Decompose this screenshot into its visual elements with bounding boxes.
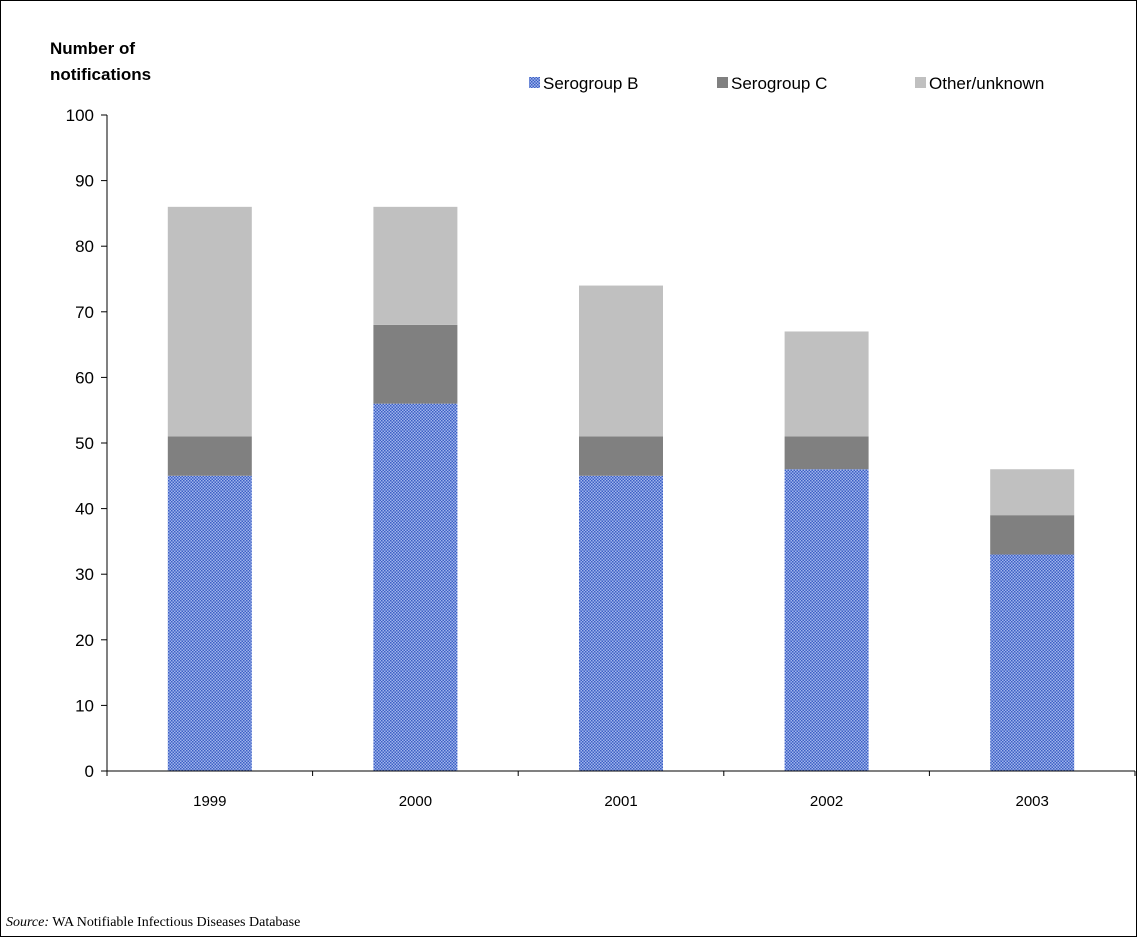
x-tick-label-1999: 1999 [193, 793, 226, 810]
bar-other-unknown-2000 [373, 206, 458, 325]
y-axis-title-line-2: notifications [50, 65, 151, 84]
bar-serogroup-b-2003 [990, 554, 1075, 771]
y-tick-label: 30 [75, 565, 94, 584]
source-text: WA Notifiable Infectious Diseases Databa… [49, 915, 301, 930]
legend-swatch-0 [529, 77, 540, 88]
bar-other-unknown-2003 [990, 469, 1075, 516]
source-prefix: Source: [6, 915, 50, 930]
y-tick-label: 20 [75, 631, 94, 650]
y-tick-label: 90 [75, 172, 94, 191]
bar-serogroup-b-2002 [784, 469, 869, 771]
x-tick-label-2002: 2002 [810, 793, 843, 810]
y-tick-label: 0 [85, 762, 94, 781]
legend-swatch-2 [915, 77, 926, 88]
source-note: Source: WA Notifiable Infectious Disease… [6, 915, 300, 931]
y-tick-label: 70 [75, 303, 94, 322]
y-tick-label: 10 [75, 696, 94, 715]
bar-serogroup-b-2000 [373, 403, 458, 771]
bar-other-unknown-2001 [579, 285, 663, 437]
legend: Serogroup B Serogroup C Other/unknown [529, 74, 1044, 93]
bar-serogroup-c-2002 [784, 436, 869, 470]
bar-serogroup-b-1999 [167, 475, 252, 771]
y-tick-label: 80 [75, 237, 94, 256]
x-tick-label-2001: 2001 [604, 793, 637, 810]
legend-label-0: Serogroup B [543, 74, 638, 93]
bar-serogroup-b-2001 [579, 475, 663, 771]
x-tick-label-2003: 2003 [1016, 793, 1049, 810]
y-tick-label: 60 [75, 368, 94, 387]
y-axis-title-line-1: Number of [50, 39, 135, 58]
y-tick-label: 40 [75, 500, 94, 519]
bar-serogroup-c-1999 [167, 436, 252, 476]
x-tick-label-2000: 2000 [399, 793, 432, 810]
legend-label-1: Serogroup C [731, 74, 827, 93]
bar-other-unknown-1999 [167, 206, 252, 437]
plot-area: 0 10 20 30 40 50 60 70 80 90 100 1999 2000 2001 2002 20… [66, 106, 1136, 810]
legend-swatch-1 [717, 77, 728, 88]
bar-other-unknown-2002 [784, 331, 869, 437]
bar-serogroup-c-2001 [579, 436, 663, 476]
y-tick-label: 50 [75, 434, 94, 453]
bar-serogroup-c-2003 [990, 515, 1075, 555]
y-tick-label: 100 [66, 106, 94, 125]
legend-label-2: Other/unknown [929, 74, 1044, 93]
bar-serogroup-c-2000 [373, 324, 458, 404]
